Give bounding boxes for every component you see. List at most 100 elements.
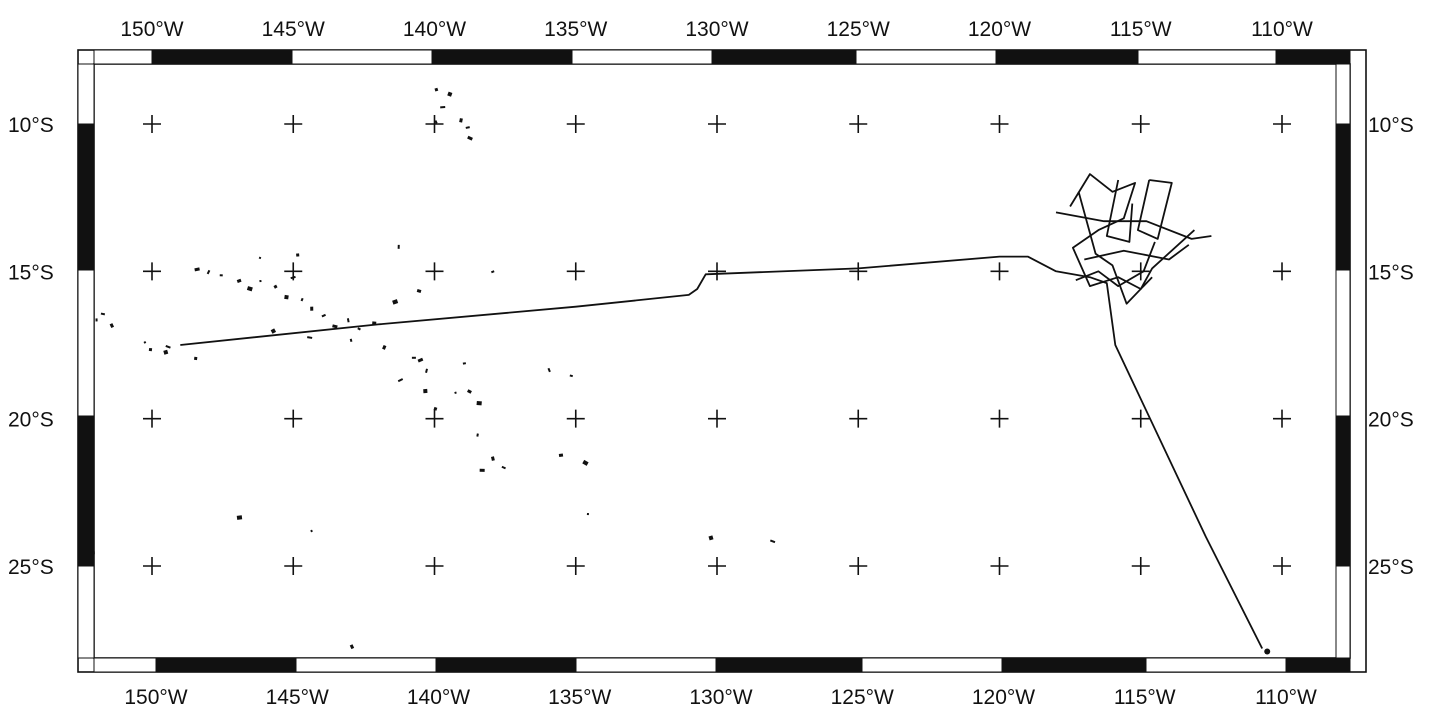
island-speck — [434, 120, 438, 124]
survey-area-tracks — [1055, 173, 1212, 305]
graticule-cross — [425, 557, 444, 575]
graticule-cross — [566, 115, 585, 133]
lat-label-right: 25°S — [1368, 556, 1414, 579]
frame-bar-bottom — [575, 657, 717, 673]
frame-bar-left — [77, 123, 95, 271]
survey-track-segment — [1077, 191, 1153, 305]
ship-track-line — [180, 255, 1264, 649]
island-speck — [558, 453, 564, 457]
graticule-cross — [143, 115, 161, 133]
graticule-cross — [1131, 557, 1150, 575]
island-speck — [769, 539, 776, 544]
island-speck — [143, 341, 147, 344]
island-speck — [569, 374, 573, 378]
island-speck — [454, 391, 457, 395]
island-speck — [708, 535, 714, 541]
island-speck — [219, 274, 223, 277]
island-speck — [586, 512, 590, 516]
frame-bar-top — [1275, 49, 1351, 65]
survey-track-segment — [1137, 179, 1173, 240]
frame-bar-right — [1335, 63, 1351, 125]
graticule-cross — [849, 262, 868, 281]
graticule-cross — [990, 115, 1009, 133]
island-speck — [490, 270, 495, 274]
bottom-longitude-labels: 150°W 145°W 140°W 135°W 130°W 125°W 120°W 115°W… — [124, 686, 1317, 709]
map-frame — [77, 49, 1367, 673]
lat-label-right: 15°S — [1368, 261, 1414, 284]
lat-label-left: 15°S — [8, 261, 54, 284]
island-speck — [236, 278, 242, 283]
frame-bar-top — [571, 49, 713, 65]
track-end-point — [1264, 648, 1271, 655]
island-speck — [582, 459, 589, 466]
island-speck — [465, 126, 470, 129]
lon-label-top: 145°W — [262, 18, 325, 41]
lon-label-bottom: 135°W — [548, 686, 611, 709]
island-speck — [440, 106, 446, 109]
island-specks — [92, 87, 776, 650]
graticule-cross — [566, 262, 585, 281]
graticule-cross — [284, 557, 303, 575]
graticule-cross — [566, 557, 585, 575]
island-speck — [416, 289, 422, 293]
frame-bar-top — [995, 49, 1139, 65]
graticule-cross — [143, 262, 161, 281]
graticule-cross — [425, 262, 444, 281]
graticule-cross — [990, 557, 1009, 575]
island-speck — [290, 275, 296, 280]
frame-bar-right — [1335, 565, 1351, 659]
island-speck — [397, 378, 404, 383]
island-speck — [165, 345, 171, 349]
lon-label-bottom: 110°W — [1255, 686, 1317, 709]
survey-track-segment — [1075, 241, 1156, 287]
lat-label-left: 20°S — [8, 409, 54, 432]
island-speck — [490, 456, 495, 461]
frame-bar-bottom — [1001, 657, 1147, 673]
island-speck — [382, 345, 387, 350]
graticule-crosses — [143, 115, 1291, 575]
frame-bar-left — [77, 63, 95, 125]
graticule-cross — [1273, 262, 1291, 281]
island-speck — [433, 406, 438, 411]
island-speck — [423, 388, 428, 394]
lon-label-top: 150°W — [120, 18, 183, 41]
graticule-cross — [708, 115, 726, 133]
frame-bar-bottom — [861, 657, 1003, 673]
lon-label-bottom: 130°W — [689, 686, 752, 709]
lon-label-top: 115°W — [1110, 18, 1172, 41]
island-speck — [349, 644, 355, 650]
lon-label-bottom: 120°W — [972, 686, 1035, 709]
island-speck — [349, 338, 353, 343]
top-longitude-labels: 150°W 145°W 140°W 135°W 130°W 125°W 120°W 115°W… — [120, 18, 1313, 41]
island-speck — [300, 297, 304, 302]
island-speck — [92, 551, 95, 555]
island-speck — [321, 313, 326, 318]
graticule-cross — [990, 409, 1009, 428]
island-speck — [459, 118, 463, 123]
lat-label-right: 10°S — [1368, 114, 1414, 137]
frame-bar-right — [1335, 123, 1351, 271]
frame-bar-left — [77, 415, 95, 567]
island-speck — [501, 465, 506, 470]
graticule-cross — [849, 115, 868, 133]
island-speck — [392, 299, 399, 305]
lon-label-top: 135°W — [544, 18, 607, 41]
frame-bar-top — [855, 49, 997, 65]
frame-bar-top — [151, 49, 293, 65]
lat-label-right: 20°S — [1368, 409, 1414, 432]
lon-label-bottom: 115°W — [1114, 686, 1176, 709]
frame-bar-left — [77, 269, 95, 417]
graticule-cross — [1273, 115, 1291, 133]
island-speck — [425, 368, 428, 373]
lon-label-top: 125°W — [827, 18, 890, 41]
island-speck — [417, 357, 424, 363]
island-speck — [411, 356, 416, 359]
graticule-cross — [1131, 409, 1150, 428]
island-speck — [109, 323, 115, 328]
graticule-cross — [284, 115, 303, 133]
island-speck — [307, 336, 313, 339]
island-speck — [148, 347, 153, 352]
lon-label-bottom: 150°W — [124, 686, 187, 709]
island-speck — [296, 253, 300, 257]
frame-bar-bottom — [93, 657, 157, 673]
